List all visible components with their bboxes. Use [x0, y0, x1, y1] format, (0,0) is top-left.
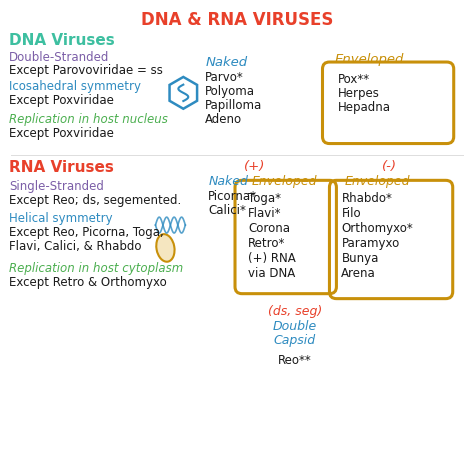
Text: Picorna*: Picorna*: [208, 190, 257, 203]
Text: Orthomyxo*: Orthomyxo*: [341, 222, 413, 235]
Text: Herpes: Herpes: [337, 87, 379, 100]
Text: RNA Viruses: RNA Viruses: [9, 161, 114, 175]
Text: (-): (-): [382, 161, 397, 173]
Text: Parvo*: Parvo*: [205, 71, 244, 84]
Text: Except Parovoviridae = ss: Except Parovoviridae = ss: [9, 64, 163, 77]
Text: Enveloped: Enveloped: [252, 175, 318, 188]
Text: Except Retro & Orthomyxo: Except Retro & Orthomyxo: [9, 276, 167, 289]
Text: Filo: Filo: [341, 207, 361, 220]
Text: Enveloped: Enveloped: [345, 175, 410, 188]
Text: Except Reo; ds, segemented.: Except Reo; ds, segemented.: [9, 194, 182, 207]
Text: Replication in host nucleus: Replication in host nucleus: [9, 113, 168, 126]
Text: Bunya: Bunya: [341, 252, 379, 265]
Text: Pox**: Pox**: [337, 73, 370, 86]
Text: Except Poxviridae: Except Poxviridae: [9, 94, 114, 107]
Text: Calici*: Calici*: [208, 204, 246, 217]
Text: Single-Stranded: Single-Stranded: [9, 180, 104, 193]
Text: (+) RNA: (+) RNA: [248, 252, 296, 265]
Text: Retro*: Retro*: [248, 237, 285, 250]
Text: Icosahedral symmetry: Icosahedral symmetry: [9, 80, 141, 93]
Text: Toga*: Toga*: [248, 192, 281, 205]
Text: DNA & RNA VIRUSES: DNA & RNA VIRUSES: [141, 11, 333, 29]
Text: (+): (+): [244, 161, 265, 173]
Text: Reo**: Reo**: [278, 354, 311, 367]
Text: Arena: Arena: [341, 267, 376, 280]
Text: Capsid: Capsid: [273, 335, 316, 347]
Text: Double: Double: [273, 319, 317, 333]
Text: Naked: Naked: [205, 56, 247, 69]
Text: Enveloped: Enveloped: [335, 53, 404, 66]
Text: DNA Viruses: DNA Viruses: [9, 33, 115, 48]
Text: Helical symmetry: Helical symmetry: [9, 212, 113, 225]
Text: Naked: Naked: [208, 175, 248, 188]
Text: Except Reo, Picorna, Toga,: Except Reo, Picorna, Toga,: [9, 226, 164, 239]
Text: Polyoma: Polyoma: [205, 85, 255, 98]
Text: Hepadna: Hepadna: [337, 101, 391, 114]
Text: (ds, seg): (ds, seg): [267, 305, 322, 318]
Text: Paramyxo: Paramyxo: [341, 237, 400, 250]
Text: Flavi, Calici, & Rhabdo: Flavi, Calici, & Rhabdo: [9, 240, 142, 253]
Text: Double-Stranded: Double-Stranded: [9, 51, 109, 64]
Text: Replication in host cytoplasm: Replication in host cytoplasm: [9, 262, 183, 275]
Text: via DNA: via DNA: [248, 267, 295, 280]
Text: Adeno: Adeno: [205, 113, 242, 126]
Ellipse shape: [156, 234, 174, 262]
Text: Corona: Corona: [248, 222, 290, 235]
Text: Papilloma: Papilloma: [205, 99, 263, 112]
Text: Flavi*: Flavi*: [248, 207, 282, 220]
Text: Except Poxviridae: Except Poxviridae: [9, 127, 114, 140]
Text: Rhabdo*: Rhabdo*: [341, 192, 392, 205]
